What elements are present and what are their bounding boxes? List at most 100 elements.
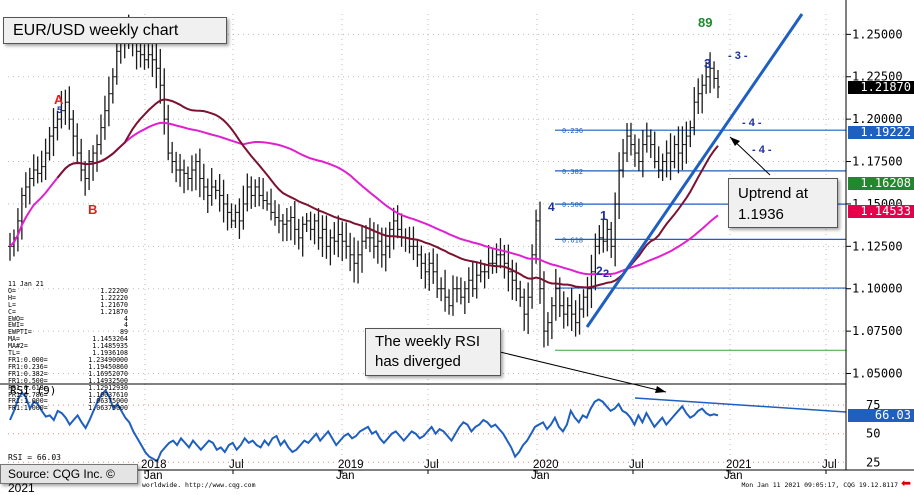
x-tick-label: Jul	[424, 459, 439, 471]
back-arrow-icon[interactable]: ⬅	[900, 476, 911, 490]
stats-value: 1.06375000	[88, 397, 128, 406]
stats-row: H= 1.22220	[8, 293, 128, 302]
x-tick-label: 2020	[533, 459, 559, 471]
wave-label: - 3 -	[728, 50, 748, 62]
uptrend-pointer-head	[730, 137, 740, 146]
uptrend-callout-line1: Uptrend at	[738, 185, 809, 202]
stats-row: FR1:0.500= 1.14932500	[8, 376, 128, 385]
rsi-value-label: 66.03	[848, 408, 914, 422]
stats-row: FR1:0.382= 1.16952070	[8, 369, 128, 378]
stats-key: EWI=	[8, 321, 24, 330]
rsi-tick-label: 75	[866, 398, 880, 412]
stats-panel: 11 Jan 21 O= 1.22200 H= 1.22220 L= 1.21670 C= 1…	[8, 281, 128, 412]
stats-key: FR1:0.500=	[8, 376, 48, 385]
stats-row: TL= 1.1936108	[8, 350, 128, 357]
wave-label: - 4 -	[752, 144, 772, 156]
stats-row: FR1:0.000= 1.23490000	[8, 357, 128, 364]
stats-row: FR1:0.236= 1.19450860	[8, 362, 128, 371]
stats-key: FR1:1.000=	[8, 404, 48, 413]
stats-row: MA#2= 1.1485935	[8, 343, 128, 350]
stats-row: FR1:1.000= 1.06375000	[8, 398, 128, 405]
wave-label: 1	[600, 208, 607, 223]
uptrend-callout: Uptrend at 1.1936	[728, 178, 838, 228]
price-bars	[8, 14, 720, 348]
uptrend-callout-line2: 1.1936	[738, 206, 784, 223]
stats-key: FR1:0.000=	[8, 355, 48, 364]
stats-value: 1.1485935	[92, 342, 128, 351]
rsi-stat-value: RSI = 66.03	[8, 453, 61, 462]
y-tick-label: 1.25000	[852, 27, 903, 41]
wave-label: A	[54, 92, 64, 107]
stats-key: FR1:0.236=	[8, 362, 48, 371]
y-tick-label: 1.22500	[852, 70, 903, 84]
right-value-label: 1.21870	[848, 80, 914, 94]
source-label: Source: CQG Inc. © 2021	[0, 464, 138, 495]
ma-short-line	[56, 98, 719, 289]
stats-key: TL=	[8, 349, 20, 358]
x-tick-label: 2021	[726, 459, 752, 471]
rsi-pointer	[499, 351, 667, 393]
stats-value: 1.06375000	[88, 404, 128, 413]
stats-key: L=	[8, 300, 16, 309]
y-tick-label: 1.17500	[852, 155, 903, 169]
uptrend-line	[585, 13, 804, 328]
wave-label: 2	[596, 264, 603, 278]
stats-key: FR1:0.618=	[8, 383, 48, 392]
stats-key: FR1:0.382=	[8, 369, 48, 378]
stats-row: EWO= 4	[8, 315, 128, 323]
stats-row: FR1:0.618= 1.12912930	[8, 383, 128, 392]
wave-label: 4	[548, 200, 555, 214]
rsi-divergence-line	[634, 397, 847, 413]
rsi-panel-title: RSI (9)	[10, 384, 57, 397]
stats-row: C= 1.21870	[8, 307, 128, 316]
stats-value: 1.19450860	[88, 362, 128, 371]
stats-value: 1.22200	[100, 286, 128, 295]
rsi-callout: The weekly RSI has diverged	[365, 328, 501, 376]
stats-value: 1.10037610	[88, 390, 128, 399]
stats-key: EWPTI=	[8, 328, 32, 337]
y-tick-label: 1.10000	[852, 282, 903, 296]
stats-value: 1.22220	[100, 293, 128, 302]
stats-value: 1.14932500	[88, 376, 128, 385]
fib-label: 0.500	[562, 201, 583, 209]
y-axis-ticks: 1.250001.225001.200001.175001.150001.125…	[846, 27, 903, 381]
stats-value: 4	[124, 321, 128, 330]
rsi-grid: 75 50 25	[8, 398, 880, 469]
stats-value: 1.23490000	[88, 355, 128, 364]
ma-long-line	[9, 121, 719, 276]
wave-label: 2.	[603, 268, 612, 280]
price-grid	[8, 14, 846, 468]
wave-label: B	[88, 202, 97, 217]
x-subtick-label: Jan	[724, 470, 743, 482]
wave-label: - 4 -	[742, 117, 762, 129]
stats-row: EWPTI= 89	[8, 329, 128, 336]
y-tick-label: 1.12500	[852, 239, 903, 253]
wave-label: 89	[698, 15, 712, 30]
right-value-label: 1.19222	[848, 125, 914, 139]
stats-key: O=	[8, 286, 16, 295]
stats-value: 89	[120, 328, 128, 337]
stats-row: L= 1.21670	[8, 300, 128, 309]
fib-label: 0.382	[562, 168, 583, 176]
fib-label: 0.236	[562, 127, 583, 135]
stats-value: 1.1936108	[92, 349, 128, 358]
stats-key: MA=	[8, 335, 20, 344]
right-value-label: 1.16208	[848, 176, 914, 190]
stats-value: 1.12912930	[88, 383, 128, 392]
wave-label: 5	[57, 105, 62, 115]
stats-value: 1.1453264	[92, 335, 128, 344]
stats-value: 1.16952070	[88, 369, 128, 378]
stats-key: C=	[8, 307, 16, 316]
right-value-label: 1.14533	[848, 205, 914, 219]
stats-row: FR1:1.000= 1.06375000	[8, 405, 128, 412]
footer-timestamp: Mon Jan 11 2021 09:05:17, CQG 19.12.8117	[741, 481, 898, 489]
wave-label: 3	[704, 56, 711, 71]
x-tick-label: Jul	[822, 459, 837, 471]
wave-annotations: 89 A B 5 3 4 2 1 - 3 - - 4 - - 4 - 2.	[54, 15, 772, 280]
x-tick-label: Jul	[629, 459, 644, 471]
fib-label: 0.618	[562, 236, 583, 244]
stats-value: 1.21870	[100, 307, 128, 316]
x-subtick-label: Jan	[144, 470, 163, 482]
stats-key: FR1:0.786=	[8, 390, 48, 399]
